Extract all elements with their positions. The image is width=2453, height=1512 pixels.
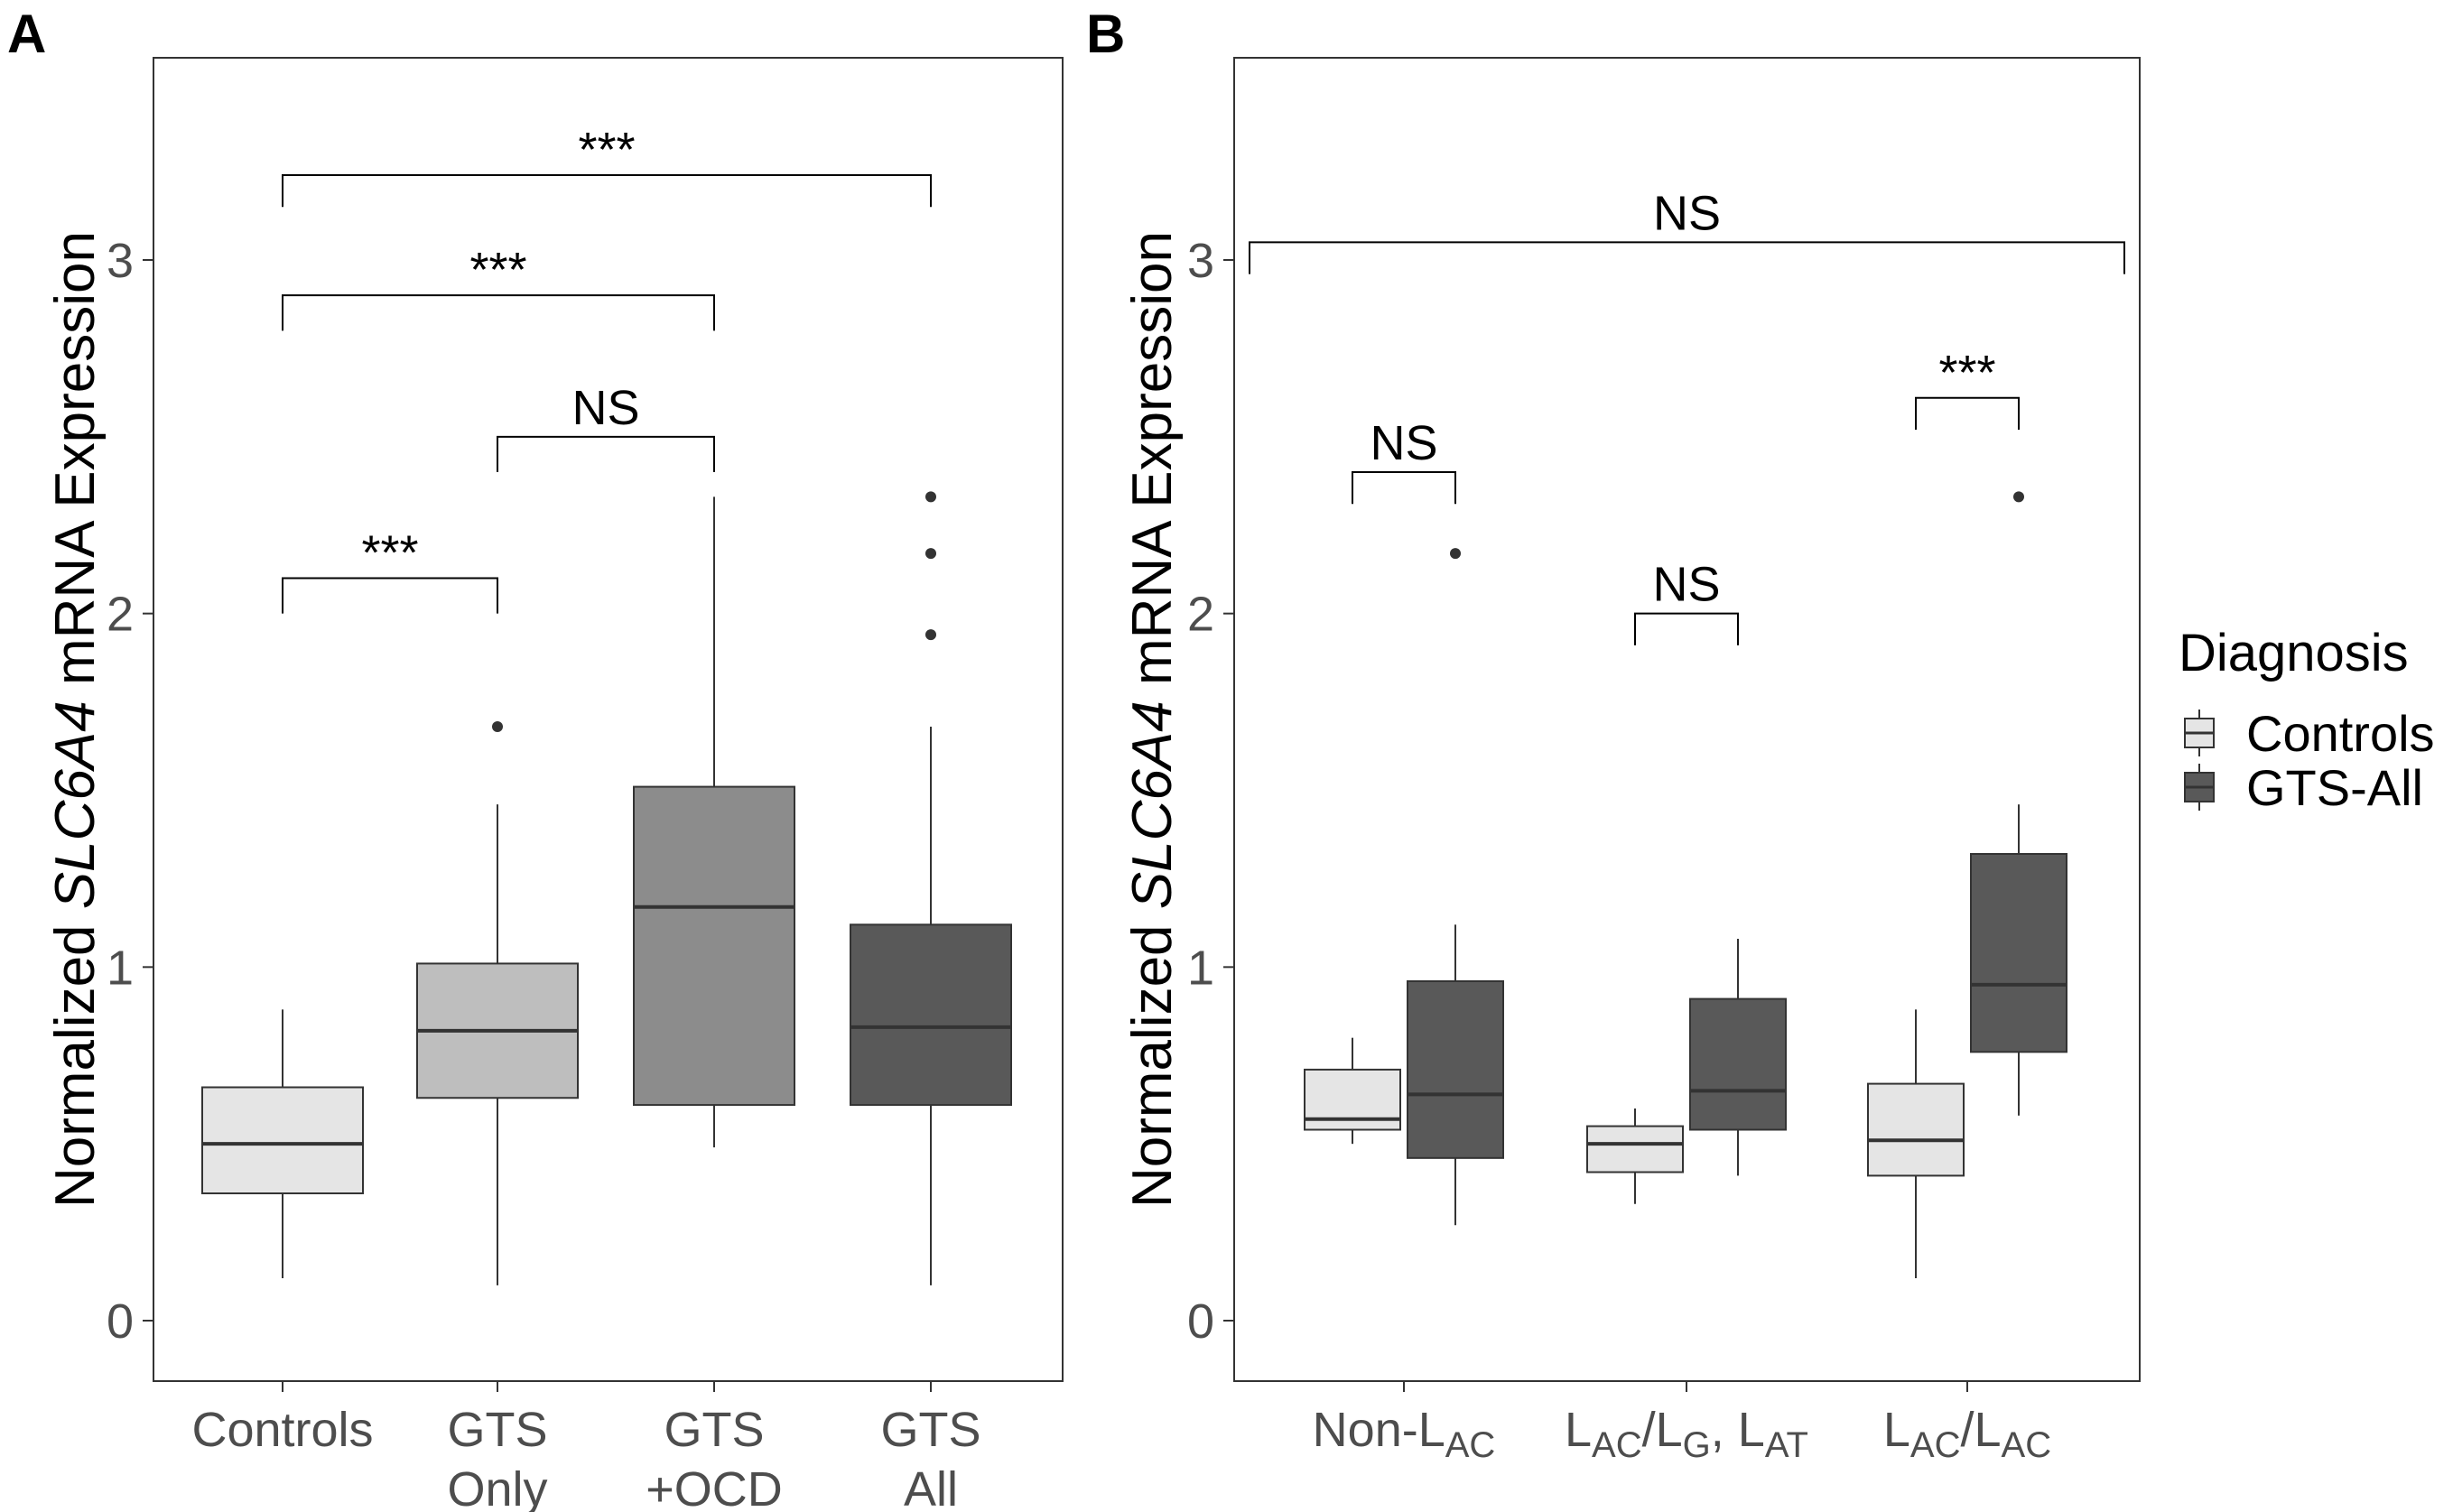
x-tick-label: Non-LAC (1313, 1403, 1496, 1465)
x-tick-label: LAC/LAC (1883, 1403, 2051, 1465)
boxplot (1689, 939, 1787, 1176)
y-tick-label: 2 (107, 588, 134, 642)
significance-bracket: NS (1352, 416, 1456, 505)
significance-bracket: *** (282, 526, 498, 614)
outlier-point (925, 491, 936, 503)
boxplot (1586, 1108, 1684, 1204)
box (1586, 1125, 1684, 1173)
y-axis-label-gene: SLC6A4 (44, 700, 107, 909)
y-tick-label: 1 (107, 941, 134, 995)
significance-bracket: *** (282, 243, 715, 331)
bracket-line (282, 174, 932, 208)
box (633, 785, 795, 1107)
significance-label: *** (469, 243, 526, 297)
significance-label: NS (1652, 558, 1720, 612)
legend-item: GTS-All (2184, 759, 2423, 816)
significance-bracket: NS (1634, 558, 1739, 645)
boxplot (1970, 491, 2067, 1116)
x-tick-label-text: /L (1642, 1403, 1683, 1457)
legend-item: Controls (2184, 705, 2435, 762)
bracket-line (282, 577, 498, 614)
outlier-point (925, 629, 936, 641)
significance-label: NS (1370, 416, 1437, 470)
y-tick-label: 3 (107, 234, 134, 288)
y-tick-label: 2 (1187, 588, 1214, 642)
x-tick-label: LAC/LG, LAT (1565, 1403, 1808, 1465)
panel-letter: B (1086, 4, 1125, 64)
x-tick-label: GTS (880, 1403, 980, 1457)
x-tick-label: Only (447, 1462, 547, 1512)
significance-label: *** (361, 526, 418, 580)
x-tick-label-subscript: AC (1592, 1425, 1642, 1465)
x-tick-label: GTS (664, 1403, 764, 1457)
y-axis-label-text: mRNA Expression (44, 231, 107, 700)
legend-label: Controls (2246, 705, 2435, 762)
y-tick-label: 0 (1187, 1294, 1214, 1349)
box (1867, 1082, 1965, 1177)
x-tick-label-text: , L (1711, 1403, 1765, 1457)
box (1407, 980, 1504, 1159)
y-axis-label: Normalized SLC6A4 mRNA Expression (1121, 231, 1184, 1208)
outlier-point (2013, 491, 2024, 503)
significance-bracket: NS (1249, 186, 2125, 274)
boxplot (1407, 548, 1504, 1226)
x-tick-label: GTS (447, 1403, 547, 1457)
significance-bracket: NS (497, 381, 715, 472)
bracket-line (282, 294, 715, 331)
x-tick-label-subscript: AC (2002, 1425, 2052, 1465)
x-tick-label-text: /L (1961, 1403, 2002, 1457)
bracket-line (1915, 396, 2020, 430)
boxplot (1867, 1009, 1965, 1278)
bracket-line (1249, 241, 2125, 274)
significance-bracket: *** (1915, 346, 2020, 430)
significance-label: NS (571, 381, 639, 435)
x-tick-label-subscript: AC (1445, 1425, 1496, 1465)
x-tick-label: All (904, 1462, 958, 1512)
x-tick-label-text: L (1565, 1403, 1592, 1457)
bracket-line (1352, 471, 1456, 505)
boxplot (1304, 1037, 1401, 1145)
x-tick-label-subscript: G (1683, 1425, 1711, 1465)
x-tick-label: +OCD (646, 1462, 783, 1512)
boxplot (201, 1009, 364, 1278)
boxplot (850, 491, 1012, 1285)
x-tick-label: Controls (191, 1403, 373, 1457)
bracket-line (1634, 612, 1739, 645)
boxplot (416, 721, 579, 1285)
outlier-point (492, 721, 503, 732)
box (1689, 997, 1787, 1131)
plot-border (1233, 57, 2141, 1382)
significance-label: *** (1938, 346, 1995, 400)
panel-letter: A (7, 4, 46, 64)
x-tick-label-subscript: AT (1765, 1425, 1808, 1465)
y-axis-label-text: Normalized (44, 909, 107, 1208)
bracket-line (497, 435, 715, 472)
y-tick-label: 1 (1187, 941, 1214, 995)
y-axis-label-text: Normalized (1121, 909, 1184, 1208)
y-tick-label: 0 (107, 1294, 134, 1349)
significance-label: *** (578, 123, 635, 177)
y-axis-label-gene: SLC6A4 (1121, 700, 1184, 909)
boxplot (633, 496, 795, 1148)
box (850, 923, 1012, 1107)
x-tick-label-text: Non-L (1313, 1403, 1445, 1457)
x-tick-label-text: L (1883, 1403, 1910, 1457)
y-axis-label-text: mRNA Expression (1121, 231, 1184, 700)
legend-label: GTS-All (2246, 759, 2423, 816)
outlier-point (1450, 548, 1461, 560)
box (1970, 853, 2067, 1053)
box (201, 1086, 364, 1194)
significance-bracket: *** (282, 123, 932, 208)
outlier-point (925, 548, 936, 560)
y-tick-label: 3 (1187, 234, 1214, 288)
y-axis-label: Normalized SLC6A4 mRNA Expression (44, 231, 107, 1208)
x-tick-label-subscript: AC (1910, 1425, 1961, 1465)
significance-label: NS (1653, 186, 1721, 240)
legend-title: Diagnosis (2179, 624, 2409, 682)
